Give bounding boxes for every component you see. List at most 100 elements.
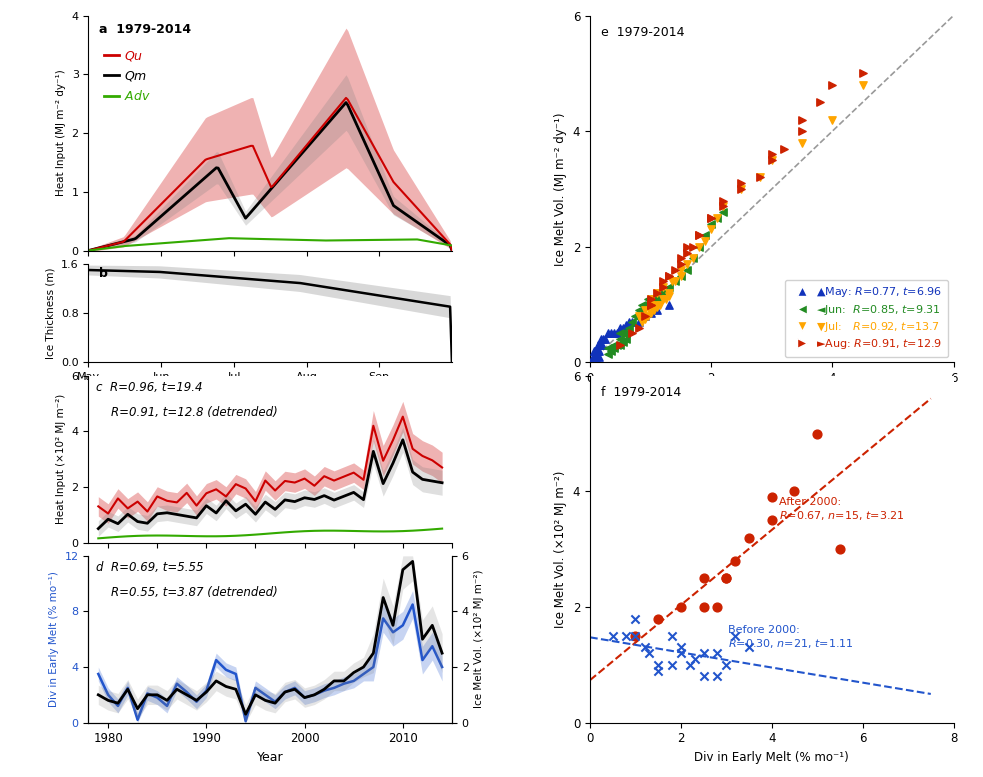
Y-axis label: Ice Melt Vol. (×10² MJ m⁻²): Ice Melt Vol. (×10² MJ m⁻²) [554, 471, 567, 628]
Point [667, 275, 683, 287]
Point [719, 572, 734, 584]
Point [612, 322, 628, 334]
Point [667, 263, 683, 276]
Point [667, 275, 683, 287]
Point [615, 336, 631, 348]
Point [664, 659, 679, 671]
Point [621, 322, 637, 334]
Point [590, 339, 606, 351]
Point [627, 310, 643, 322]
Point [634, 298, 650, 311]
Point [643, 298, 659, 311]
Point [704, 211, 720, 224]
Point [588, 350, 604, 363]
Point [624, 315, 640, 328]
Point [604, 345, 619, 357]
Point [609, 339, 625, 351]
Point [710, 211, 725, 224]
Point [652, 287, 667, 299]
Point [697, 229, 713, 242]
Point [752, 171, 768, 183]
Point [637, 310, 653, 322]
Point [716, 206, 731, 218]
Point [655, 293, 670, 305]
Text: f  1979-2014: f 1979-2014 [601, 386, 681, 399]
Point [624, 327, 640, 340]
Point [591, 350, 607, 363]
Point [649, 304, 665, 316]
Point [710, 670, 725, 682]
Point [637, 313, 653, 326]
X-axis label: Heat Input (MJ m⁻² dy⁻¹): Heat Input (MJ m⁻² dy⁻¹) [700, 391, 844, 404]
Text: e  1979-2014: e 1979-2014 [601, 26, 684, 39]
Point [646, 293, 662, 305]
Point [704, 218, 720, 230]
Point [673, 252, 689, 264]
Point [652, 298, 667, 311]
Y-axis label: Div in Early Melt (% mo⁻¹): Div in Early Melt (% mo⁻¹) [49, 571, 59, 707]
Point [651, 664, 666, 677]
Point [696, 572, 712, 584]
Point [794, 137, 810, 149]
Point [643, 307, 659, 319]
Point [776, 142, 791, 155]
Point [631, 310, 647, 322]
Point [741, 531, 757, 544]
Point [627, 612, 643, 625]
Point [612, 339, 628, 351]
Point [649, 293, 665, 305]
Point [649, 287, 665, 299]
Point [637, 310, 653, 322]
Point [621, 315, 637, 328]
Point [643, 298, 659, 311]
Point [661, 298, 676, 311]
Point [588, 345, 604, 357]
Point [697, 235, 713, 247]
Point [691, 229, 707, 242]
Point [589, 345, 605, 357]
Point [719, 572, 734, 584]
Point [855, 78, 871, 91]
Point [637, 298, 653, 311]
X-axis label: Year: Year [257, 751, 283, 764]
X-axis label: Div in Early Melt (% mo⁻¹): Div in Early Melt (% mo⁻¹) [694, 751, 849, 764]
Point [696, 670, 712, 682]
Point [687, 653, 703, 665]
Point [716, 200, 731, 213]
Point [631, 322, 647, 334]
Text: b: b [99, 267, 108, 280]
Point [727, 629, 743, 642]
Point [618, 629, 634, 642]
Point [704, 223, 720, 235]
Point [661, 270, 676, 282]
Point [637, 304, 653, 316]
Point [764, 514, 780, 527]
Point [641, 647, 657, 660]
Point [612, 327, 628, 340]
Point [741, 641, 757, 653]
Point [609, 327, 625, 340]
Point [640, 293, 656, 305]
Point [631, 315, 647, 328]
Point [587, 347, 603, 360]
Point [651, 659, 666, 671]
Point [691, 229, 707, 242]
Point [679, 241, 695, 253]
Text: c  R=0.96, t=19.4: c R=0.96, t=19.4 [95, 381, 202, 394]
Point [710, 601, 725, 613]
Point [587, 350, 603, 363]
Point [593, 333, 608, 346]
Point [655, 275, 670, 287]
Point [605, 629, 620, 642]
Point [679, 258, 695, 270]
Point [673, 270, 689, 282]
Point [612, 333, 628, 346]
Point [591, 339, 607, 351]
Point [598, 333, 613, 346]
Point [637, 641, 653, 653]
Legend: ▲May: $R$=0.77, $t$=6.96, ◄Jun:  $R$=0.85, $t$=9.31, ▼Jul:   $R$=0.92, $t$=13.7,: ▲May: $R$=0.77, $t$=6.96, ◄Jun: $R$=0.85… [785, 280, 948, 357]
Point [716, 200, 731, 213]
Point [588, 345, 604, 357]
Point [607, 339, 622, 351]
Point [733, 177, 749, 190]
